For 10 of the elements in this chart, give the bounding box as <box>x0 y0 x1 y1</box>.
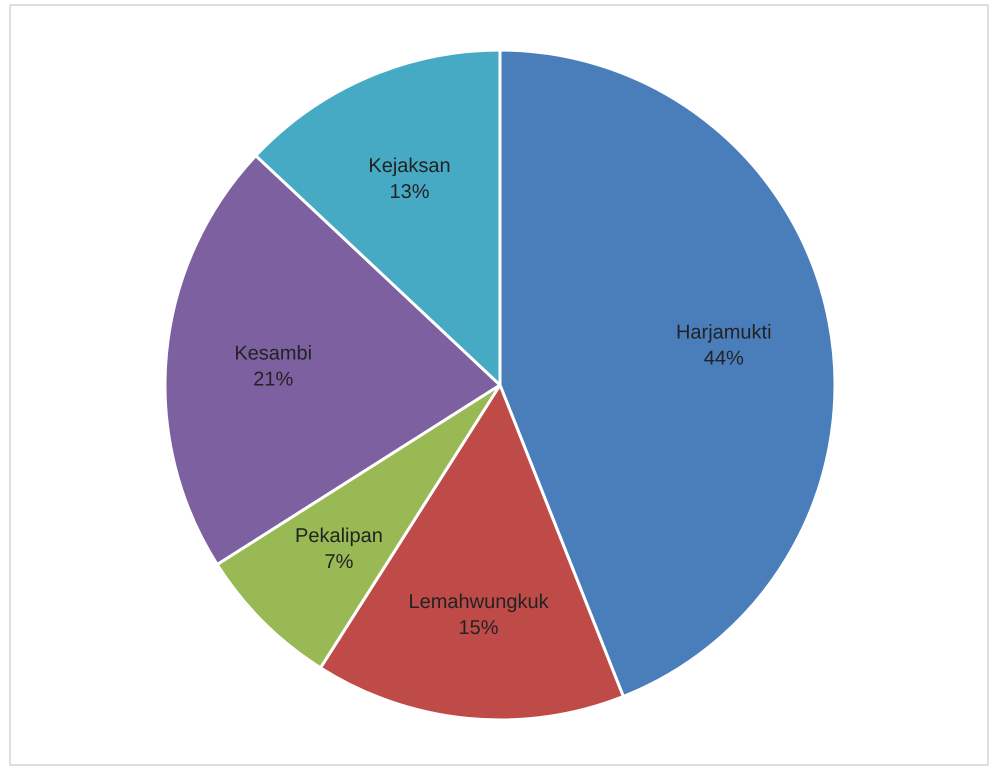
slice-label: Pekalipan <box>295 525 383 548</box>
slice-label: Kejaksan <box>368 154 451 177</box>
data-label: 21% <box>253 368 294 391</box>
slice-label: Lemahwungkuk <box>408 590 550 613</box>
data-label: 44% <box>704 347 744 370</box>
data-label: 7% <box>324 551 354 574</box>
data-label: 13% <box>390 180 430 203</box>
data-label: 15% <box>458 616 499 639</box>
slice-label: Harjamukti <box>676 321 772 344</box>
slice-label: Kesambi <box>234 342 312 365</box>
